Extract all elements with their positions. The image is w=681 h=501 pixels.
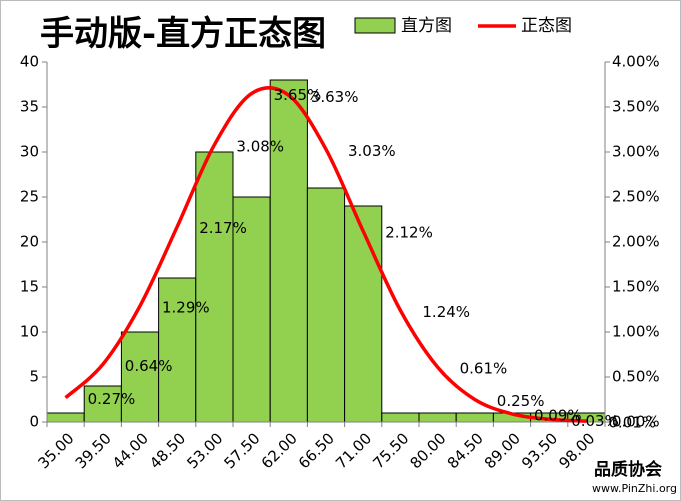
y2-tick-label: 3.50% <box>612 98 660 116</box>
bar <box>83 385 122 423</box>
y2-tick-label: 0.00% <box>612 413 660 431</box>
bar <box>306 187 346 423</box>
data-label: 0.03% <box>571 412 619 430</box>
y2-tick-label: 2.50% <box>612 188 660 206</box>
y-tick-label: 5 <box>29 368 39 386</box>
y-tick-label: 40 <box>20 53 39 71</box>
data-label: 1.24% <box>422 303 470 321</box>
y2-tick-label: 1.00% <box>612 323 660 341</box>
bar <box>195 151 234 423</box>
y2-tick-label: 3.00% <box>612 143 660 161</box>
normal-line <box>64 86 587 423</box>
legend-label: 正态图 <box>521 16 572 36</box>
data-label: 2.17% <box>199 219 247 237</box>
data-label: 1.29% <box>162 298 210 316</box>
bar <box>344 205 383 423</box>
chart-title: 手动版-直方正态图 <box>40 14 326 54</box>
legend-label: 直方图 <box>401 16 452 36</box>
bar <box>120 331 160 423</box>
data-label: 2.12% <box>385 224 433 242</box>
data-label: 0.01% <box>608 414 656 432</box>
data-label: 0.09% <box>534 406 582 424</box>
data-label: 3.65% <box>274 86 322 104</box>
y-tick-label: 10 <box>20 323 39 341</box>
bar <box>418 412 457 423</box>
bar <box>158 277 197 423</box>
bar <box>269 79 308 423</box>
bar <box>232 196 271 423</box>
y-tick-label: 15 <box>20 278 39 296</box>
data-label: 0.61% <box>460 360 508 378</box>
y2-tick-label: 1.50% <box>612 278 660 296</box>
data-label: 0.25% <box>497 392 545 410</box>
y-tick-label: 35 <box>20 98 39 116</box>
watermark-name: 品质协会 <box>594 459 662 480</box>
watermark-url: www.PinZhi.org <box>592 482 677 495</box>
y2-tick-label: 2.00% <box>612 233 660 251</box>
data-label: 3.03% <box>348 142 396 160</box>
bar <box>381 412 420 423</box>
y-tick-label: 30 <box>20 143 39 161</box>
y2-tick-label: 4.00% <box>612 53 660 71</box>
data-label: 3.63% <box>311 88 359 106</box>
bar <box>455 412 494 423</box>
data-label: 0.64% <box>125 357 173 375</box>
y2-tick-label: 0.50% <box>612 368 660 386</box>
bar <box>46 412 85 423</box>
y-tick-label: 25 <box>20 188 39 206</box>
legend-swatch <box>354 17 396 34</box>
data-label: 0.27% <box>88 390 136 408</box>
y-tick-label: 0 <box>29 413 39 431</box>
y-tick-label: 20 <box>20 233 39 251</box>
data-label: 3.08% <box>236 137 284 155</box>
